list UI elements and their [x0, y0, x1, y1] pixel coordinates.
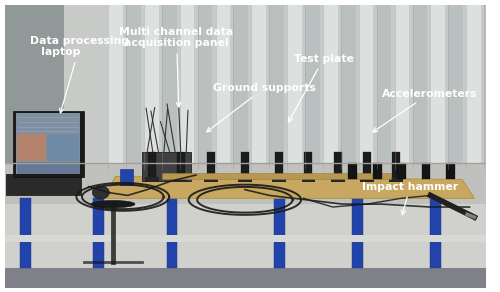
FancyBboxPatch shape: [6, 174, 82, 195]
FancyBboxPatch shape: [241, 152, 249, 181]
FancyBboxPatch shape: [180, 1, 194, 169]
FancyBboxPatch shape: [323, 1, 338, 169]
FancyBboxPatch shape: [16, 114, 80, 175]
FancyBboxPatch shape: [305, 1, 320, 169]
Text: Test plate: Test plate: [288, 54, 354, 122]
FancyBboxPatch shape: [0, 204, 489, 268]
FancyBboxPatch shape: [446, 164, 455, 179]
FancyBboxPatch shape: [341, 1, 355, 169]
FancyBboxPatch shape: [207, 152, 214, 181]
Text: Impact hammer: Impact hammer: [362, 182, 458, 215]
FancyBboxPatch shape: [275, 152, 283, 181]
FancyBboxPatch shape: [178, 152, 186, 181]
FancyBboxPatch shape: [162, 1, 176, 169]
FancyBboxPatch shape: [392, 152, 400, 181]
FancyBboxPatch shape: [430, 1, 445, 169]
FancyBboxPatch shape: [204, 177, 218, 182]
FancyBboxPatch shape: [352, 198, 363, 268]
FancyBboxPatch shape: [144, 1, 158, 169]
FancyBboxPatch shape: [145, 177, 159, 182]
FancyBboxPatch shape: [430, 198, 441, 268]
FancyBboxPatch shape: [148, 152, 156, 181]
FancyBboxPatch shape: [198, 1, 212, 169]
FancyBboxPatch shape: [304, 152, 312, 181]
FancyBboxPatch shape: [17, 134, 46, 161]
FancyBboxPatch shape: [47, 134, 79, 161]
FancyBboxPatch shape: [484, 1, 499, 169]
FancyBboxPatch shape: [274, 198, 285, 268]
FancyBboxPatch shape: [20, 198, 31, 268]
FancyBboxPatch shape: [360, 177, 374, 182]
FancyBboxPatch shape: [331, 177, 344, 182]
Text: Ground supports: Ground supports: [206, 83, 316, 132]
FancyBboxPatch shape: [394, 1, 409, 169]
Ellipse shape: [91, 201, 135, 208]
FancyBboxPatch shape: [363, 152, 371, 181]
FancyBboxPatch shape: [466, 1, 481, 169]
FancyBboxPatch shape: [0, 1, 64, 169]
FancyBboxPatch shape: [334, 152, 342, 181]
FancyBboxPatch shape: [166, 198, 177, 268]
FancyBboxPatch shape: [302, 177, 315, 182]
FancyBboxPatch shape: [216, 1, 230, 169]
FancyBboxPatch shape: [359, 1, 374, 169]
FancyBboxPatch shape: [162, 173, 392, 179]
Text: Accelerometers: Accelerometers: [373, 89, 477, 132]
FancyBboxPatch shape: [397, 164, 406, 179]
Polygon shape: [104, 177, 474, 198]
FancyBboxPatch shape: [13, 111, 84, 177]
FancyBboxPatch shape: [390, 177, 403, 182]
FancyBboxPatch shape: [412, 1, 427, 169]
FancyBboxPatch shape: [0, 235, 489, 242]
FancyBboxPatch shape: [373, 164, 382, 179]
FancyBboxPatch shape: [94, 198, 104, 268]
Text: Data processing
   laptop: Data processing laptop: [30, 36, 129, 113]
FancyBboxPatch shape: [270, 1, 284, 169]
FancyBboxPatch shape: [376, 1, 392, 169]
FancyBboxPatch shape: [422, 164, 430, 179]
Text: Multi channel data
acquisition panel: Multi channel data acquisition panel: [120, 27, 234, 107]
FancyBboxPatch shape: [287, 1, 302, 169]
FancyBboxPatch shape: [0, 164, 489, 204]
FancyBboxPatch shape: [0, 268, 489, 291]
FancyBboxPatch shape: [348, 164, 357, 179]
FancyBboxPatch shape: [252, 1, 266, 169]
FancyBboxPatch shape: [174, 177, 188, 182]
Ellipse shape: [92, 186, 110, 199]
FancyBboxPatch shape: [108, 1, 123, 169]
FancyBboxPatch shape: [238, 177, 252, 182]
FancyBboxPatch shape: [272, 177, 286, 182]
FancyBboxPatch shape: [64, 1, 489, 169]
FancyBboxPatch shape: [234, 1, 248, 169]
FancyBboxPatch shape: [448, 1, 463, 169]
FancyBboxPatch shape: [142, 152, 191, 181]
FancyBboxPatch shape: [17, 162, 80, 175]
FancyBboxPatch shape: [126, 1, 140, 169]
FancyBboxPatch shape: [120, 169, 132, 185]
